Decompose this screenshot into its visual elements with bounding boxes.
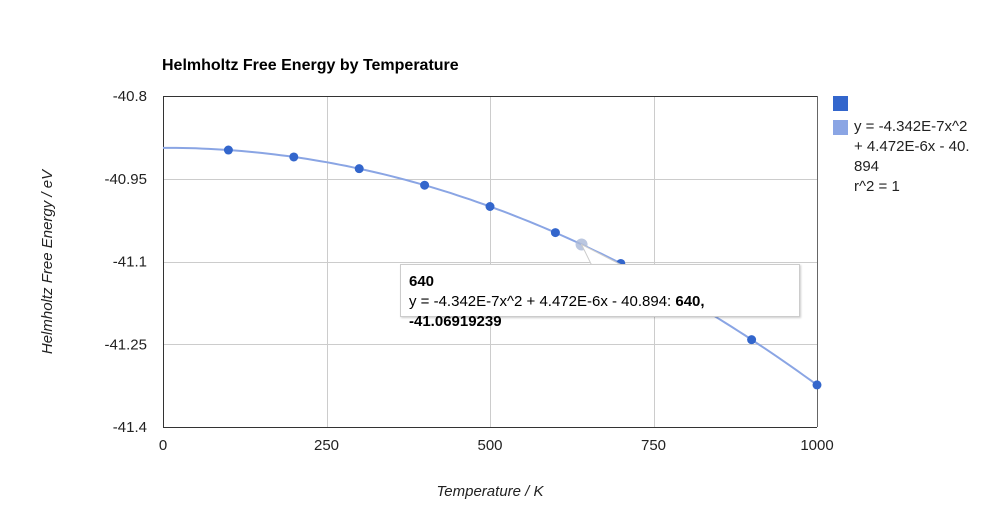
x-axis-label: Temperature / K (437, 483, 545, 500)
gridlines (163, 96, 818, 428)
data-point (420, 180, 430, 190)
x-tick-label: 750 (641, 437, 666, 454)
tick-labels: 0 250 500 750 1000 -40.8 -40.95 -41.1 -41.25 -41.… (104, 88, 833, 454)
series (163, 145, 822, 390)
data-point (550, 228, 560, 238)
y-tick-label: -41.25 (104, 336, 147, 353)
legend-label: y = -4.342E-7x^2 + 4.472E-6x - 40. 894 r… (854, 117, 974, 197)
data-point (223, 145, 233, 155)
legend-line: y = -4.342E-7x^2 (854, 118, 968, 135)
chart-title: Helmholtz Free Energy by Temperature (162, 57, 459, 74)
tooltip: 640 y = -4.342E-7x^2 + 4.472E-6x - 40.89… (400, 264, 800, 330)
data-point (812, 380, 822, 390)
y-tick-label: -41.1 (113, 254, 147, 271)
y-tick-label: -41.4 (113, 419, 147, 436)
y-tick-label: -40.95 (104, 171, 147, 188)
tooltip-label: y = -4.342E-7x^2 + 4.472E-6x - 40.894: (409, 293, 676, 310)
legend-item-series[interactable] (833, 95, 974, 111)
legend-swatch (833, 120, 848, 135)
legend-line: + 4.472E-6x - 40. (854, 138, 970, 155)
legend-line: 894 (854, 158, 880, 175)
data-point (747, 335, 757, 345)
legend-line: r^2 = 1 (854, 178, 900, 195)
y-axis-label: Helmholtz Free Energy / eV (39, 168, 56, 354)
legend: y = -4.342E-7x^2 + 4.472E-6x - 40. 894 r… (833, 95, 974, 205)
data-point (354, 164, 364, 174)
x-tick-label: 1000 (800, 437, 833, 454)
data-point (289, 152, 299, 162)
y-tick-label: -40.8 (113, 88, 147, 105)
data-point (485, 201, 495, 211)
x-tick-label: 250 (314, 437, 339, 454)
legend-swatch (833, 96, 848, 111)
tooltip-value: 640, -41.06919239 (409, 293, 705, 330)
x-tick-label: 0 (159, 437, 167, 454)
tooltip-pointer (580, 243, 622, 266)
tooltip-title: 640 (409, 273, 435, 290)
legend-item-trendline[interactable]: y = -4.342E-7x^2 + 4.472E-6x - 40. 894 r… (833, 117, 974, 197)
x-tick-label: 500 (477, 437, 502, 454)
